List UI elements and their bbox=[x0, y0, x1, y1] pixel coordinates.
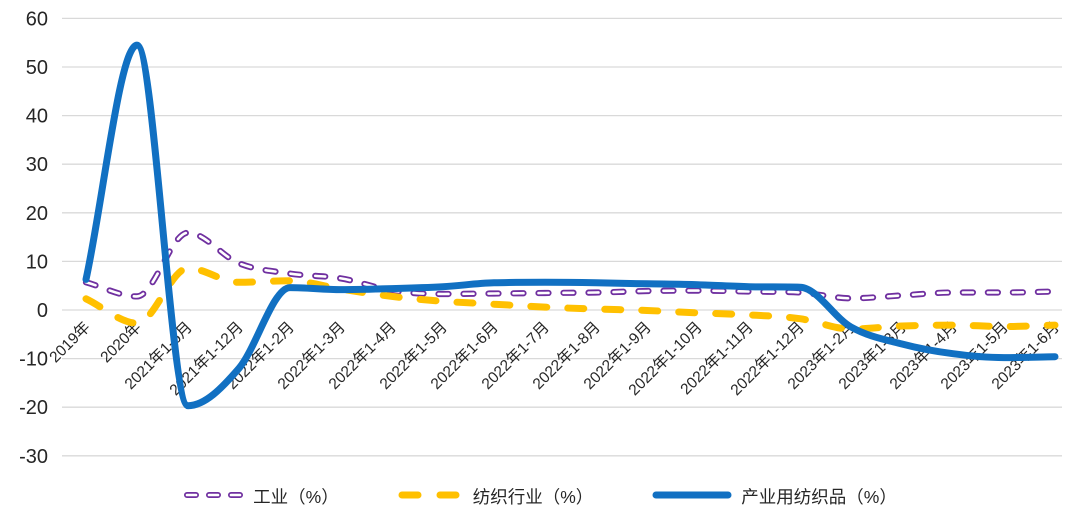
series-industry-line-core bbox=[84, 231, 1057, 300]
legend-item-textile: 纺织行业（%） bbox=[397, 484, 594, 509]
legend-marker-industry bbox=[183, 488, 245, 506]
series-technical-textiles-line bbox=[82, 41, 1059, 410]
y-tick-label: -20 bbox=[19, 397, 48, 419]
series-industry-line bbox=[82, 229, 1059, 302]
y-tick-label: 60 bbox=[26, 8, 48, 30]
y-tick-label: -10 bbox=[19, 349, 48, 371]
legend-solid-line-icon bbox=[652, 491, 732, 498]
legend-dash-icon bbox=[398, 491, 464, 498]
series-lines bbox=[82, 41, 1059, 410]
legend-dash-hollow-icon bbox=[184, 491, 245, 498]
y-tick-label: 40 bbox=[26, 106, 48, 128]
y-tick-label: 20 bbox=[26, 203, 48, 225]
y-tick-label: 50 bbox=[26, 57, 48, 79]
y-tick-label: 30 bbox=[26, 154, 48, 176]
legend-label-industry: 工业（%） bbox=[253, 487, 339, 507]
legend-label-technical-textiles: 产业用纺织品（%） bbox=[741, 487, 897, 507]
legend: 工业（%） 纺织行业（%） 产业用纺织品（%） bbox=[0, 484, 1080, 509]
x-axis-labels: 2019年 2020年2021年1-6月2021年1-12月2022年1-2月20… bbox=[46, 318, 1063, 399]
y-axis-labels: 60 50 40 30 20 10 0 -10 -20 -30 bbox=[19, 8, 48, 467]
legend-label-textile: 纺织行业（%） bbox=[472, 487, 594, 507]
gridlines bbox=[62, 17, 1062, 457]
legend-marker-technical-textiles bbox=[651, 488, 733, 506]
legend-item-technical-textiles: 产业用纺织品（%） bbox=[651, 484, 897, 509]
legend-item-industry: 工业（%） bbox=[183, 484, 339, 509]
legend-marker-textile bbox=[397, 488, 465, 506]
series-textile-line bbox=[82, 264, 1059, 333]
y-tick-label: -30 bbox=[19, 446, 48, 468]
y-tick-label: 0 bbox=[37, 300, 48, 322]
y-tick-label: 10 bbox=[26, 251, 48, 273]
